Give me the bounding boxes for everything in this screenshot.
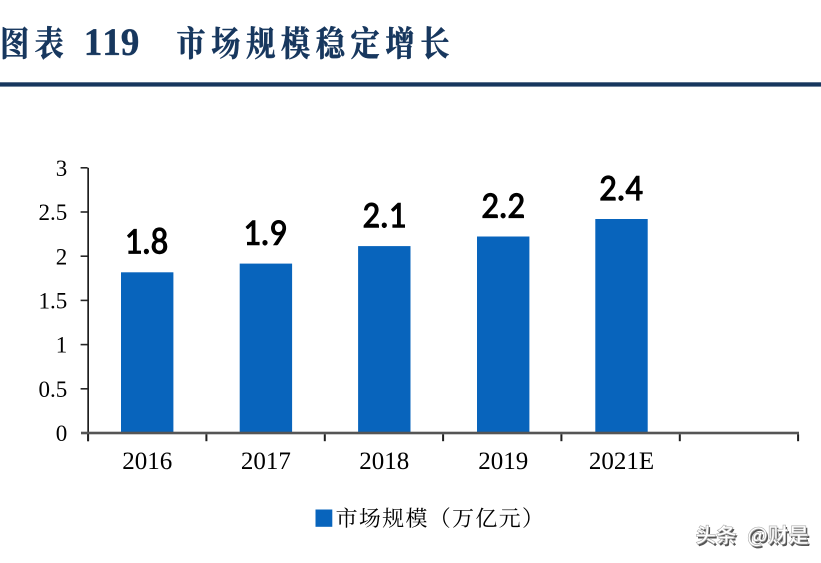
svg-text:2021E: 2021E xyxy=(589,448,654,475)
svg-text:2: 2 xyxy=(56,244,68,269)
svg-text:2018: 2018 xyxy=(359,448,409,475)
svg-text:2019: 2019 xyxy=(478,448,528,475)
svg-text:2016: 2016 xyxy=(122,448,172,475)
svg-text:0: 0 xyxy=(56,421,68,446)
svg-text:0.5: 0.5 xyxy=(38,377,67,402)
svg-text:3: 3 xyxy=(56,156,68,181)
svg-text:1: 1 xyxy=(56,333,68,358)
svg-text:1.5: 1.5 xyxy=(38,289,67,314)
svg-text:2017: 2017 xyxy=(241,448,291,475)
svg-text:2.5: 2.5 xyxy=(38,200,67,225)
